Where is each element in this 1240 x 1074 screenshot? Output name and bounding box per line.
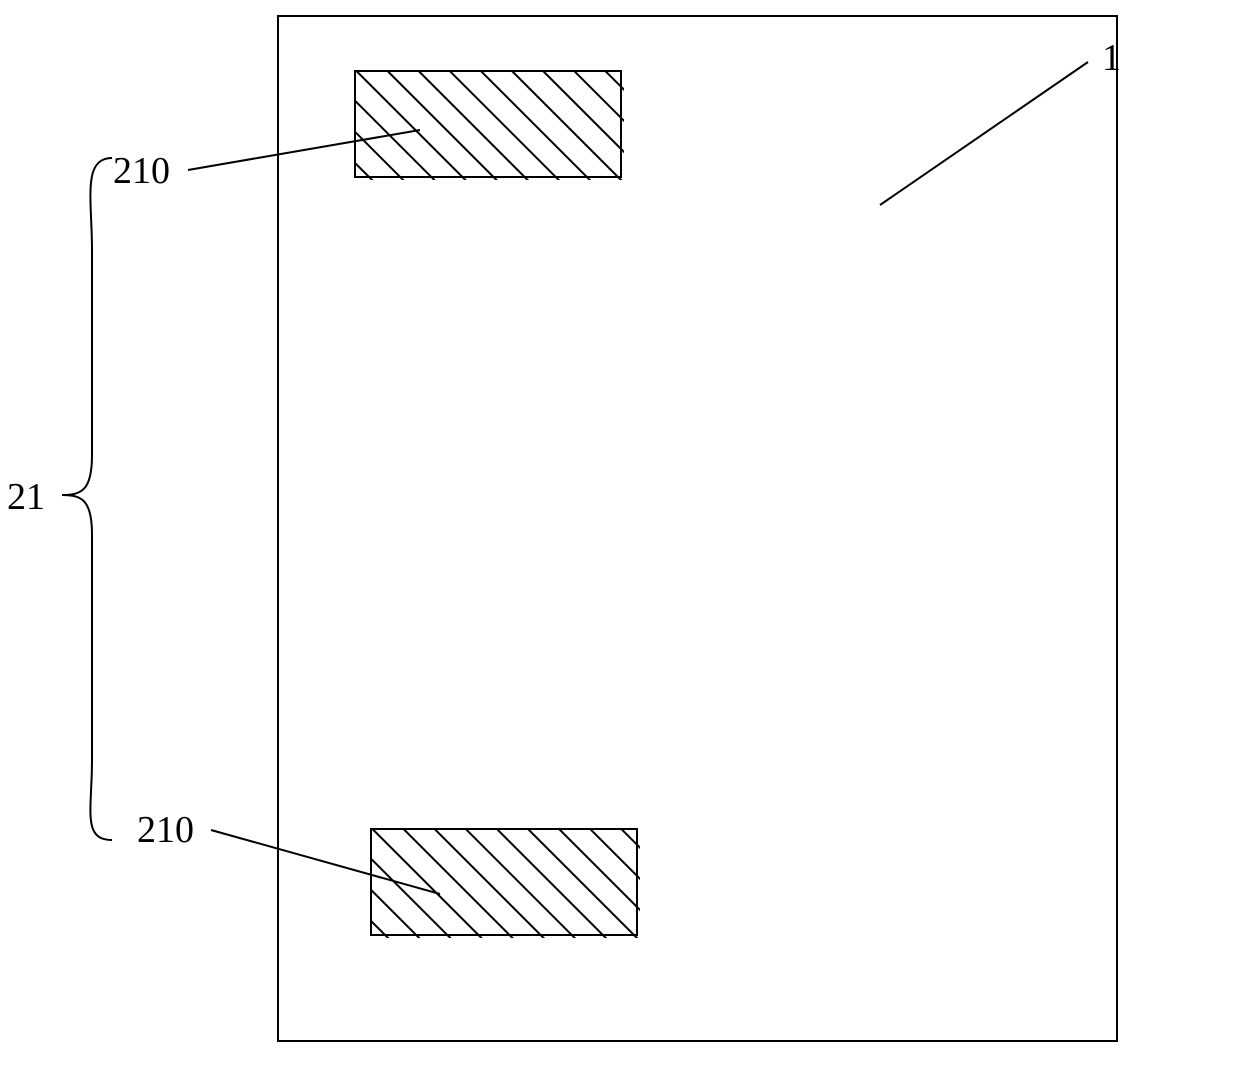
diagram-container: 1 21 210 210 [0, 0, 1240, 1074]
label-1: 1 [1102, 36, 1121, 80]
hatched-rect-bottom [370, 828, 638, 936]
brace-21 [62, 158, 112, 840]
label-210-top: 210 [113, 149, 170, 193]
label-210-bottom: 210 [137, 808, 194, 852]
hatched-rect-top [354, 70, 622, 178]
label-21: 21 [7, 475, 45, 519]
